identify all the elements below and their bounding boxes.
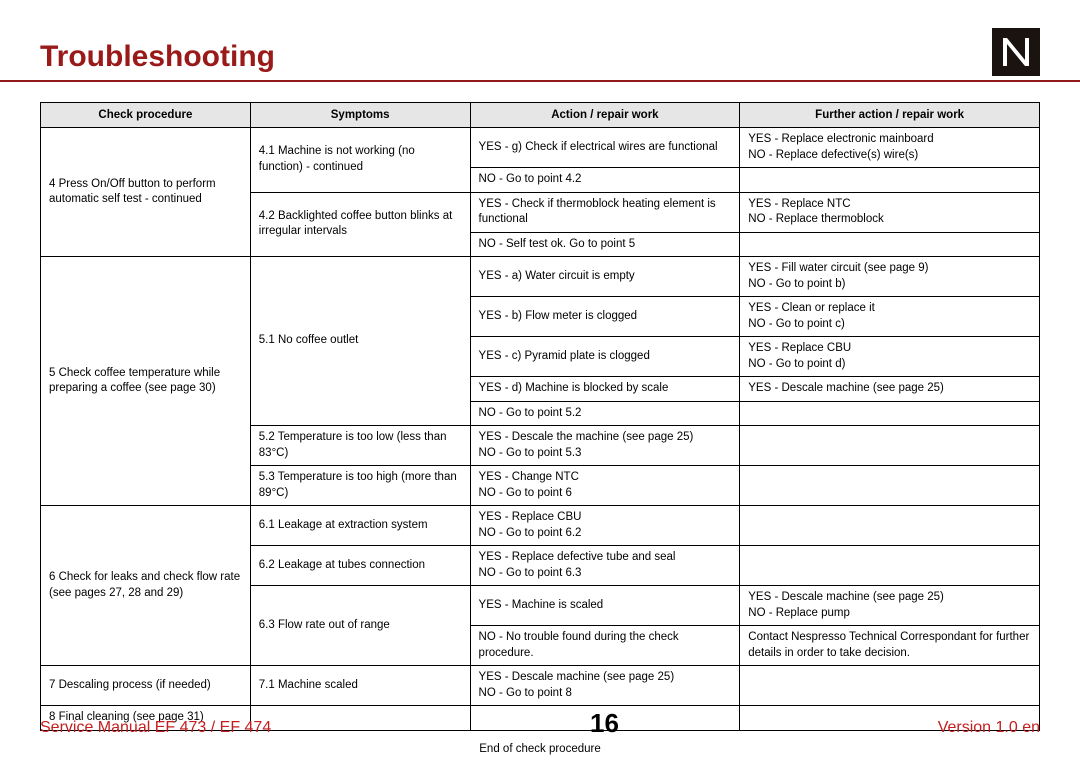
cell: Contact Nespresso Technical Correspondan… — [740, 626, 1040, 666]
cell: YES - g) Check if electrical wires are f… — [470, 128, 740, 168]
cell: YES - Descale the machine (see page 25)N… — [470, 426, 740, 466]
cell: YES - Fill water circuit (see page 9)NO … — [740, 257, 1040, 297]
cell: YES - Replace electronic mainboardNO - R… — [740, 128, 1040, 168]
col-check-procedure: Check procedure — [41, 103, 251, 128]
cell — [740, 232, 1040, 257]
footer-right: Version 1.0 en — [938, 719, 1040, 737]
cell: 6.3 Flow rate out of range — [250, 586, 470, 666]
col-further-action: Further action / repair work — [740, 103, 1040, 128]
cell: YES - Machine is scaled — [470, 586, 740, 626]
cell: 4 Press On/Off button to perform automat… — [41, 128, 251, 257]
cell: NO - No trouble found during the check p… — [470, 626, 740, 666]
cell: 5.3 Temperature is too high (more than 8… — [250, 466, 470, 506]
cell — [740, 546, 1040, 586]
cell: 7.1 Machine scaled — [250, 666, 470, 706]
cell: YES - Clean or replace itNO - Go to poin… — [740, 297, 1040, 337]
cell: YES - b) Flow meter is clogged — [470, 297, 740, 337]
cell: NO - Self test ok. Go to point 5 — [470, 232, 740, 257]
cell: 6.2 Leakage at tubes connection — [250, 546, 470, 586]
cell: YES - c) Pyramid plate is clogged — [470, 337, 740, 377]
cell: YES - Replace CBUNO - Go to point 6.2 — [470, 506, 740, 546]
document-page: Troubleshooting Check procedure Symptoms… — [0, 0, 1080, 763]
table-header-row: Check procedure Symptoms Action / repair… — [41, 103, 1040, 128]
cell: YES - Descale machine (see page 25)NO - … — [470, 666, 740, 706]
cell: YES - Replace CBUNO - Go to point d) — [740, 337, 1040, 377]
cell — [740, 168, 1040, 193]
cell: NO - Go to point 4.2 — [470, 168, 740, 193]
troubleshooting-table: Check procedure Symptoms Action / repair… — [40, 102, 1040, 731]
cell: 5.2 Temperature is too low (less than 83… — [250, 426, 470, 466]
cell — [740, 426, 1040, 466]
cell: 4.2 Backlighted coffee button blinks at … — [250, 192, 470, 257]
cell: 7 Descaling process (if needed) — [41, 666, 251, 706]
cell: YES - Check if thermoblock heating eleme… — [470, 192, 740, 232]
page-title: Troubleshooting — [40, 40, 275, 80]
col-symptoms: Symptoms — [250, 103, 470, 128]
cell: YES - Descale machine (see page 25)NO - … — [740, 586, 1040, 626]
cell — [740, 401, 1040, 426]
cell: 6.1 Leakage at extraction system — [250, 506, 470, 546]
table-row: 7 Descaling process (if needed) 7.1 Mach… — [41, 666, 1040, 706]
cell: YES - Replace defective tube and sealNO … — [470, 546, 740, 586]
cell — [740, 506, 1040, 546]
cell: NO - Go to point 5.2 — [470, 401, 740, 426]
cell: YES - Replace NTCNO - Replace thermobloc… — [740, 192, 1040, 232]
cell: YES - Descale machine (see page 25) — [740, 377, 1040, 402]
cell: 4.1 Machine is not working (no function)… — [250, 128, 470, 193]
cell: YES - Change NTCNO - Go to point 6 — [470, 466, 740, 506]
page-header: Troubleshooting — [0, 0, 1080, 82]
col-action: Action / repair work — [470, 103, 740, 128]
page-footer: Service Manual EF 473 / EF 474 16 Versio… — [0, 708, 1080, 739]
table-row: 5 Check coffee temperature while prepari… — [41, 257, 1040, 297]
page-number: 16 — [590, 708, 619, 739]
table-row: 4 Press On/Off button to perform automat… — [41, 128, 1040, 168]
table-row: 6 Check for leaks and check flow rate (s… — [41, 506, 1040, 546]
cell: 5.1 No coffee outlet — [250, 257, 470, 426]
cell — [740, 466, 1040, 506]
cell: YES - d) Machine is blocked by scale — [470, 377, 740, 402]
cell: YES - a) Water circuit is empty — [470, 257, 740, 297]
cell: 5 Check coffee temperature while prepari… — [41, 257, 251, 506]
content-area: Check procedure Symptoms Action / repair… — [0, 82, 1080, 767]
cell: 6 Check for leaks and check flow rate (s… — [41, 506, 251, 666]
footer-left: Service Manual EF 473 / EF 474 — [40, 719, 271, 737]
cell — [740, 666, 1040, 706]
nespresso-logo — [992, 28, 1040, 76]
